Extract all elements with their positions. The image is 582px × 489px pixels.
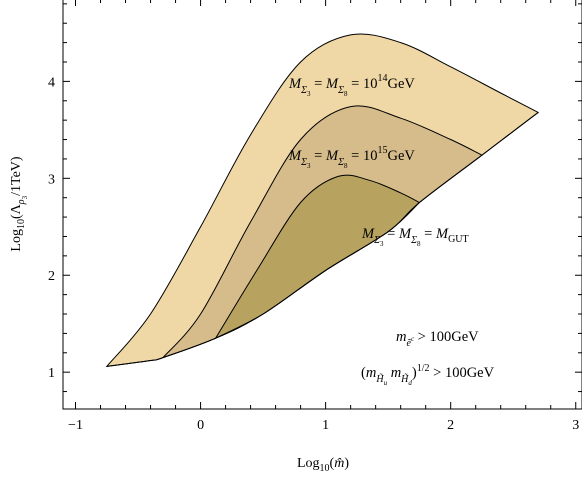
label-10e14: MΣ3 = MΣ8 = 1014GeV [288,73,415,98]
x-tick-label: −1 [68,418,83,433]
annotation-higgsino: (mH̃u mH̃d)1/2 > 100GeV [361,363,495,387]
y-tick-label: 2 [48,269,55,284]
chart-regions [105,33,540,368]
y-tick-label: 1 [48,366,55,381]
x-tick-label: 2 [447,418,454,433]
y-tick-label: 3 [48,172,55,187]
x-tick-label: 0 [197,418,204,433]
annotation-selectron: mẽc > 100GeV [396,329,479,349]
x-tick-label: 3 [572,418,579,433]
lower-boundary-line [106,112,539,367]
plot-frame [62,0,582,410]
label-mgut: MΣ3 = MΣ8 = MGUT [361,226,469,248]
label-10e15: MΣ3 = MΣ8 = 1015GeV [288,145,415,170]
y-tick-label: 4 [48,75,55,90]
x-tick-label: 1 [322,418,329,433]
chart-ticks: −1 0 1 2 3 1 2 3 4 [48,0,582,433]
y-axis-label: Log10(Λρ3/1TeV) [9,156,29,251]
x-axis-label: Log10(m̂) [297,456,349,474]
